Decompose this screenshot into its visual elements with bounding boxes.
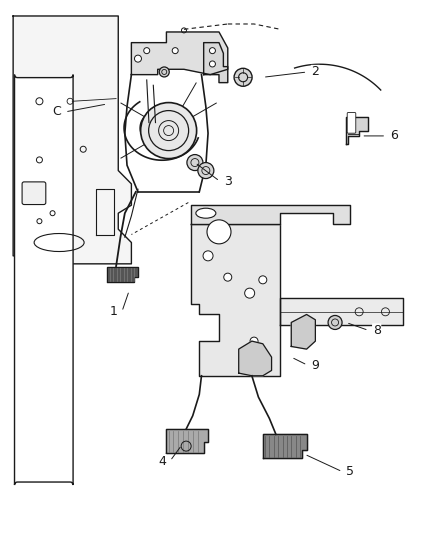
Text: 3: 3 (224, 175, 232, 188)
Circle shape (144, 47, 150, 54)
Circle shape (224, 273, 232, 281)
Polygon shape (13, 16, 131, 264)
Text: 9: 9 (311, 359, 319, 372)
Circle shape (234, 68, 252, 86)
Text: 2: 2 (311, 66, 319, 78)
Text: 6: 6 (390, 130, 398, 142)
Circle shape (141, 102, 197, 159)
Text: 1: 1 (110, 305, 118, 318)
Circle shape (159, 67, 169, 77)
FancyBboxPatch shape (347, 112, 356, 133)
Polygon shape (107, 266, 138, 282)
Polygon shape (239, 341, 272, 376)
FancyBboxPatch shape (22, 182, 46, 205)
Polygon shape (346, 117, 368, 144)
Polygon shape (166, 429, 208, 453)
Circle shape (203, 251, 213, 261)
Circle shape (207, 220, 231, 244)
Circle shape (209, 61, 215, 67)
Circle shape (172, 47, 178, 54)
Polygon shape (280, 298, 403, 325)
Circle shape (328, 316, 342, 329)
Text: 8: 8 (373, 324, 381, 337)
Polygon shape (263, 434, 307, 458)
Circle shape (209, 47, 215, 54)
Text: 4: 4 (158, 455, 166, 467)
Polygon shape (291, 314, 315, 349)
Polygon shape (131, 32, 228, 75)
Text: C: C (53, 106, 61, 118)
Polygon shape (191, 224, 280, 376)
Polygon shape (191, 205, 350, 224)
Circle shape (187, 155, 203, 171)
FancyBboxPatch shape (14, 75, 73, 485)
Polygon shape (204, 43, 228, 83)
Circle shape (250, 337, 258, 345)
Circle shape (259, 276, 267, 284)
Circle shape (198, 163, 214, 179)
Circle shape (134, 55, 141, 62)
Circle shape (245, 288, 254, 298)
Ellipse shape (196, 208, 216, 218)
Text: 5: 5 (346, 465, 354, 478)
